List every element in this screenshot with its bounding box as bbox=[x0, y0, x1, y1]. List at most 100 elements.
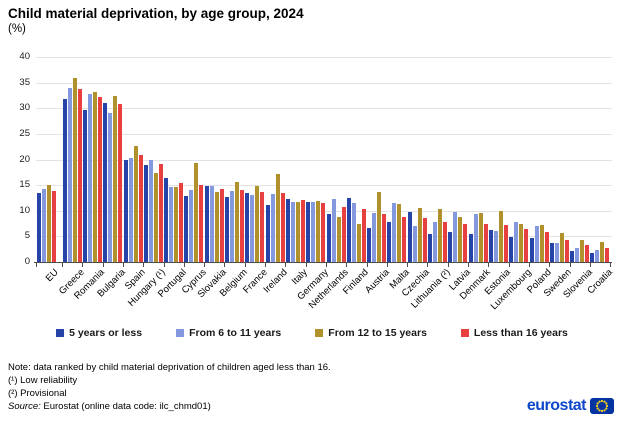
bar bbox=[483, 224, 488, 262]
bar bbox=[240, 190, 245, 262]
bar bbox=[219, 189, 224, 262]
bar bbox=[72, 77, 77, 262]
bar bbox=[478, 213, 483, 262]
axis-tick bbox=[346, 263, 348, 267]
bar bbox=[51, 190, 56, 262]
bar bbox=[235, 181, 240, 262]
legend-item: From 6 to 11 years bbox=[176, 327, 281, 339]
bar bbox=[397, 204, 402, 262]
bar bbox=[123, 159, 128, 262]
bar bbox=[245, 192, 250, 262]
gridline bbox=[36, 185, 612, 187]
chart-subtitle: (%) bbox=[8, 23, 26, 35]
bar bbox=[377, 191, 382, 262]
bar bbox=[488, 230, 493, 262]
axis-tick bbox=[528, 263, 530, 267]
y-axis-label: 40 bbox=[19, 51, 30, 62]
legend-item: Less than 16 years bbox=[460, 327, 568, 339]
axis-tick bbox=[305, 263, 307, 267]
axis-tick bbox=[610, 263, 612, 267]
bar bbox=[265, 205, 270, 262]
bar bbox=[128, 158, 133, 262]
bar bbox=[554, 242, 559, 262]
axis-tick bbox=[386, 263, 388, 267]
bar bbox=[184, 195, 189, 262]
bar bbox=[179, 183, 184, 262]
bar bbox=[113, 96, 118, 262]
bar bbox=[356, 223, 361, 262]
footnote-1: (¹) Low reliability bbox=[8, 375, 78, 386]
bar bbox=[87, 94, 92, 262]
bar bbox=[580, 240, 585, 262]
bar bbox=[468, 233, 473, 262]
bar bbox=[138, 154, 143, 262]
bar bbox=[438, 209, 443, 262]
bar bbox=[133, 145, 138, 262]
y-axis-label: 10 bbox=[19, 204, 30, 216]
bar bbox=[372, 213, 377, 262]
gridline bbox=[36, 57, 612, 58]
legend: 5 years or less From 6 to 11 years From … bbox=[0, 327, 624, 339]
bar bbox=[311, 201, 316, 262]
legend-label: 5 years or less bbox=[69, 327, 143, 339]
axis-tick bbox=[366, 263, 368, 267]
bar bbox=[316, 201, 321, 262]
bar bbox=[92, 92, 97, 262]
bar bbox=[503, 224, 508, 262]
bar bbox=[417, 208, 422, 262]
bar bbox=[559, 233, 564, 262]
bar bbox=[280, 193, 285, 262]
bar bbox=[77, 89, 82, 262]
y-axis-label: 35 bbox=[19, 76, 30, 88]
bar bbox=[529, 237, 534, 262]
bar bbox=[443, 221, 448, 262]
bar bbox=[539, 224, 544, 262]
bar bbox=[346, 198, 351, 262]
axis-tick bbox=[224, 263, 226, 267]
bar bbox=[97, 97, 102, 262]
bar bbox=[387, 221, 392, 262]
y-axis-label: 15 bbox=[19, 179, 30, 191]
source-text: Eurostat (online data code: ilc_chmd01) bbox=[40, 401, 211, 412]
legend-item: From 12 to 15 years bbox=[315, 327, 427, 339]
bar bbox=[351, 202, 356, 262]
bar bbox=[230, 190, 235, 262]
legend-item: 5 years or less bbox=[56, 327, 142, 339]
bar bbox=[473, 214, 478, 262]
bar bbox=[82, 109, 87, 262]
axis-tick bbox=[447, 263, 449, 267]
bar bbox=[46, 185, 51, 262]
bar bbox=[544, 231, 549, 262]
bar bbox=[260, 191, 265, 262]
bar bbox=[306, 201, 311, 262]
bar bbox=[422, 217, 427, 262]
axis-tick bbox=[427, 263, 429, 267]
bar bbox=[433, 221, 438, 262]
eurostat-logo: eurostat bbox=[527, 397, 614, 415]
axis-tick bbox=[163, 263, 165, 267]
axis-tick bbox=[549, 263, 551, 267]
note-line: Note: data ranked by child material depr… bbox=[8, 362, 331, 373]
bar bbox=[534, 226, 539, 262]
eu-flag-icon bbox=[590, 398, 614, 414]
bar bbox=[199, 184, 204, 262]
axis-tick bbox=[122, 263, 124, 267]
bar bbox=[62, 99, 67, 262]
bar bbox=[367, 228, 372, 262]
y-axis-label: 20 bbox=[19, 153, 30, 165]
bar bbox=[209, 186, 214, 262]
bar bbox=[549, 242, 554, 262]
bar bbox=[463, 223, 468, 262]
bar bbox=[174, 187, 179, 262]
bar bbox=[509, 236, 514, 262]
axis-tick bbox=[285, 263, 287, 267]
axis-tick bbox=[36, 263, 37, 267]
source-line: Source: Eurostat (online data code: ilc_… bbox=[8, 401, 211, 412]
bar bbox=[255, 186, 260, 262]
y-axis-label: 5 bbox=[24, 230, 30, 242]
bar bbox=[214, 191, 219, 262]
axis-tick bbox=[589, 263, 591, 267]
axis-tick bbox=[325, 263, 327, 267]
axis-tick bbox=[468, 263, 469, 267]
